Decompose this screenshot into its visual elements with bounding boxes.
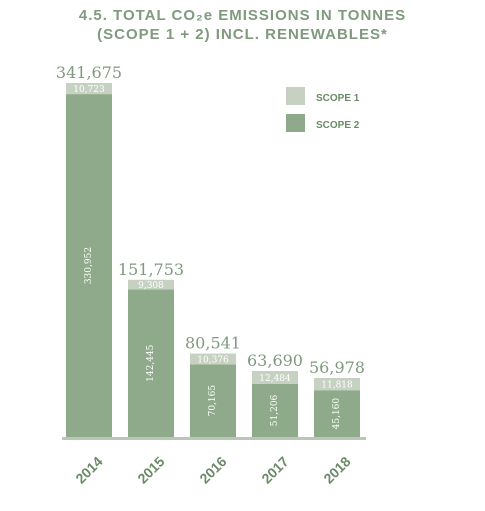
year-label-2018: 2018 — [320, 453, 353, 486]
year-label-2014: 2014 — [72, 453, 105, 486]
bar-scope1-2015 — [128, 279, 174, 290]
total-value-label-2015: 151,753 — [118, 260, 184, 279]
legend-label-scope2: SCOPE 2 — [316, 120, 360, 131]
total-value-label-2016: 80,541 — [185, 334, 241, 353]
bar-scope2-2014 — [66, 94, 112, 437]
scope2-value-label-2014: 330,952 — [84, 247, 94, 284]
bar-scope2-2017 — [252, 383, 298, 437]
total-value-label-2017: 63,690 — [247, 351, 303, 370]
legend-swatch-scope1 — [286, 87, 305, 105]
bar-scope1-2018 — [314, 377, 360, 391]
scope1-value-label-2015: 9,308 — [138, 281, 164, 291]
bar-scope1-2016 — [190, 353, 236, 365]
chart-subtitle: (SCOPE 1 + 2) INCL. RENEWABLES* — [97, 26, 388, 43]
bar-scope2-2016 — [190, 364, 236, 437]
bar-scope2-2018 — [314, 390, 360, 437]
bar-scope2-2015 — [128, 289, 174, 437]
chart-title-block: 4.5. TOTAL CO₂e EMISSIONS IN TONNES (SCO… — [0, 6, 485, 44]
scope2-value-label-2016: 70,165 — [208, 385, 218, 417]
year-label-2017: 2017 — [258, 453, 291, 486]
scope1-value-label-2018: 11,818 — [321, 381, 353, 391]
scope1-value-label-2017: 12,484 — [259, 374, 291, 384]
scope2-value-label-2017: 51,206 — [270, 394, 280, 426]
bar-scope1-2017 — [252, 371, 298, 384]
year-label-2015: 2015 — [134, 453, 167, 486]
scope1-value-label-2016: 10,376 — [197, 355, 229, 365]
chart-title: 4.5. TOTAL CO₂e EMISSIONS IN TONNES — [78, 7, 407, 24]
year-label-2016: 2016 — [196, 453, 229, 486]
scope1-value-label-2014: 10,723 — [73, 85, 105, 95]
scope2-value-label-2018: 45,160 — [332, 398, 342, 430]
bar-scope1-2014 — [66, 83, 112, 95]
legend-swatch-scope2 — [286, 114, 305, 132]
total-value-label-2018: 56,978 — [309, 358, 365, 377]
scope2-value-label-2015: 142,445 — [146, 344, 156, 381]
legend-label-scope1: SCOPE 1 — [316, 93, 360, 104]
total-value-label-2014: 341,675 — [56, 63, 122, 82]
